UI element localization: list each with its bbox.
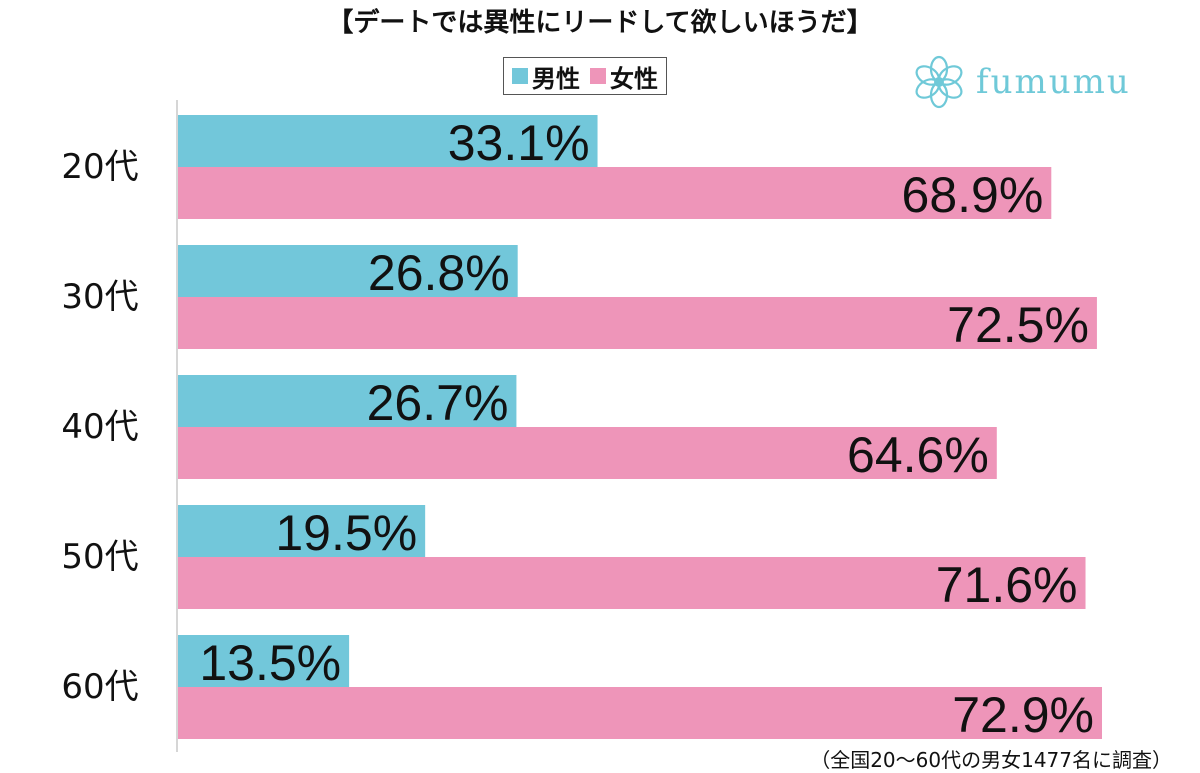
bar-male [178,375,517,427]
bar-male [178,635,350,687]
chart-title: 【デートでは異性にリードして欲しいほうだ】 [327,8,873,38]
category-label: 60代 [61,667,138,707]
logo-text: fumumu [976,62,1131,102]
data-label-male: 26.7% [367,375,509,431]
category-label: 40代 [61,407,138,447]
data-label-female: 68.9% [902,167,1044,223]
category-label: 30代 [61,277,138,317]
legend-swatch-male [512,68,528,84]
category-label: 50代 [61,537,138,577]
data-label-male: 19.5% [275,505,417,561]
data-label-female: 71.6% [936,557,1078,613]
legend-label-female: 女性 [610,64,658,93]
bar-female [178,557,1086,609]
legend-swatch-female [590,68,606,84]
bar-female [178,427,997,479]
data-label-female: 72.9% [952,687,1094,743]
flower-icon [915,55,963,109]
logo: fumumu [912,55,1131,109]
footnote: （全国20～60代の男女1477名に調査） [810,748,1172,772]
bar-female [178,687,1102,739]
bar-male [178,115,598,167]
bar-female [178,297,1097,349]
data-label-female: 64.6% [847,427,989,483]
bar-male [178,245,518,297]
legend-item-female: 女性 [590,59,658,94]
legend-label-male: 男性 [532,64,580,93]
data-label-male: 26.8% [368,245,510,301]
legend: 男性 女性 [503,57,667,95]
category-label: 20代 [61,147,138,187]
data-label-female: 72.5% [947,297,1089,353]
legend-item-male: 男性 [512,59,580,94]
bar-female [178,167,1052,219]
data-label-male: 13.5% [199,635,341,691]
bar-male [178,505,426,557]
data-label-male: 33.1% [448,115,590,171]
